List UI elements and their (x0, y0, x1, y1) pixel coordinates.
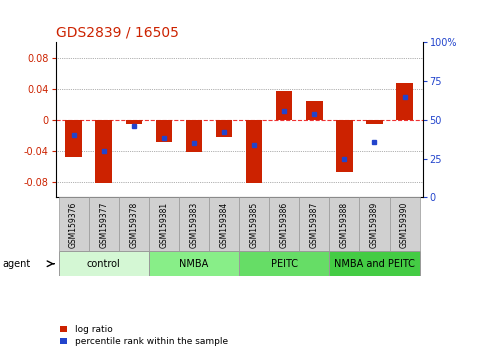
Text: GDS2839 / 16505: GDS2839 / 16505 (56, 26, 178, 40)
Bar (149, 197, 179, 251)
Bar (269, 197, 299, 251)
Text: GSM159389: GSM159389 (370, 202, 379, 248)
Text: GSM159376: GSM159376 (69, 202, 78, 248)
Bar (58, 197, 89, 251)
Text: GSM159385: GSM159385 (250, 202, 258, 248)
Bar (246, 120, 262, 183)
Text: GSM159377: GSM159377 (99, 202, 108, 248)
Bar (359, 197, 389, 251)
Text: NMBA: NMBA (179, 259, 209, 269)
Text: NMBA and PEITC: NMBA and PEITC (334, 259, 415, 269)
Bar (179, 197, 209, 251)
Bar (185, 120, 202, 152)
Bar (209, 197, 239, 251)
Legend: log ratio, percentile rank within the sample: log ratio, percentile rank within the sa… (60, 325, 227, 346)
Bar (58, 251, 149, 276)
Bar (329, 197, 359, 251)
Bar (89, 197, 119, 251)
Bar (389, 197, 420, 251)
Bar (366, 120, 383, 124)
Text: GSM159390: GSM159390 (400, 202, 409, 248)
Bar (216, 120, 232, 137)
Text: GSM159387: GSM159387 (310, 202, 319, 248)
Text: GSM159388: GSM159388 (340, 202, 349, 248)
Bar (96, 120, 112, 183)
Bar (336, 120, 353, 172)
Bar (119, 197, 149, 251)
Bar (239, 197, 269, 251)
Text: GSM159381: GSM159381 (159, 202, 169, 248)
Bar (239, 251, 329, 276)
Text: GSM159383: GSM159383 (189, 202, 199, 248)
Text: GSM159384: GSM159384 (220, 202, 228, 248)
Bar (396, 83, 413, 120)
Text: GSM159386: GSM159386 (280, 202, 289, 248)
Text: PEITC: PEITC (270, 259, 298, 269)
Bar (276, 91, 293, 120)
Bar (65, 120, 82, 157)
Bar (156, 120, 172, 142)
Bar (306, 101, 323, 120)
Text: control: control (87, 259, 121, 269)
Bar (299, 197, 329, 251)
Bar (149, 251, 239, 276)
Bar (329, 251, 420, 276)
Bar (126, 120, 142, 124)
Text: GSM159378: GSM159378 (129, 202, 138, 248)
Text: agent: agent (2, 259, 30, 269)
